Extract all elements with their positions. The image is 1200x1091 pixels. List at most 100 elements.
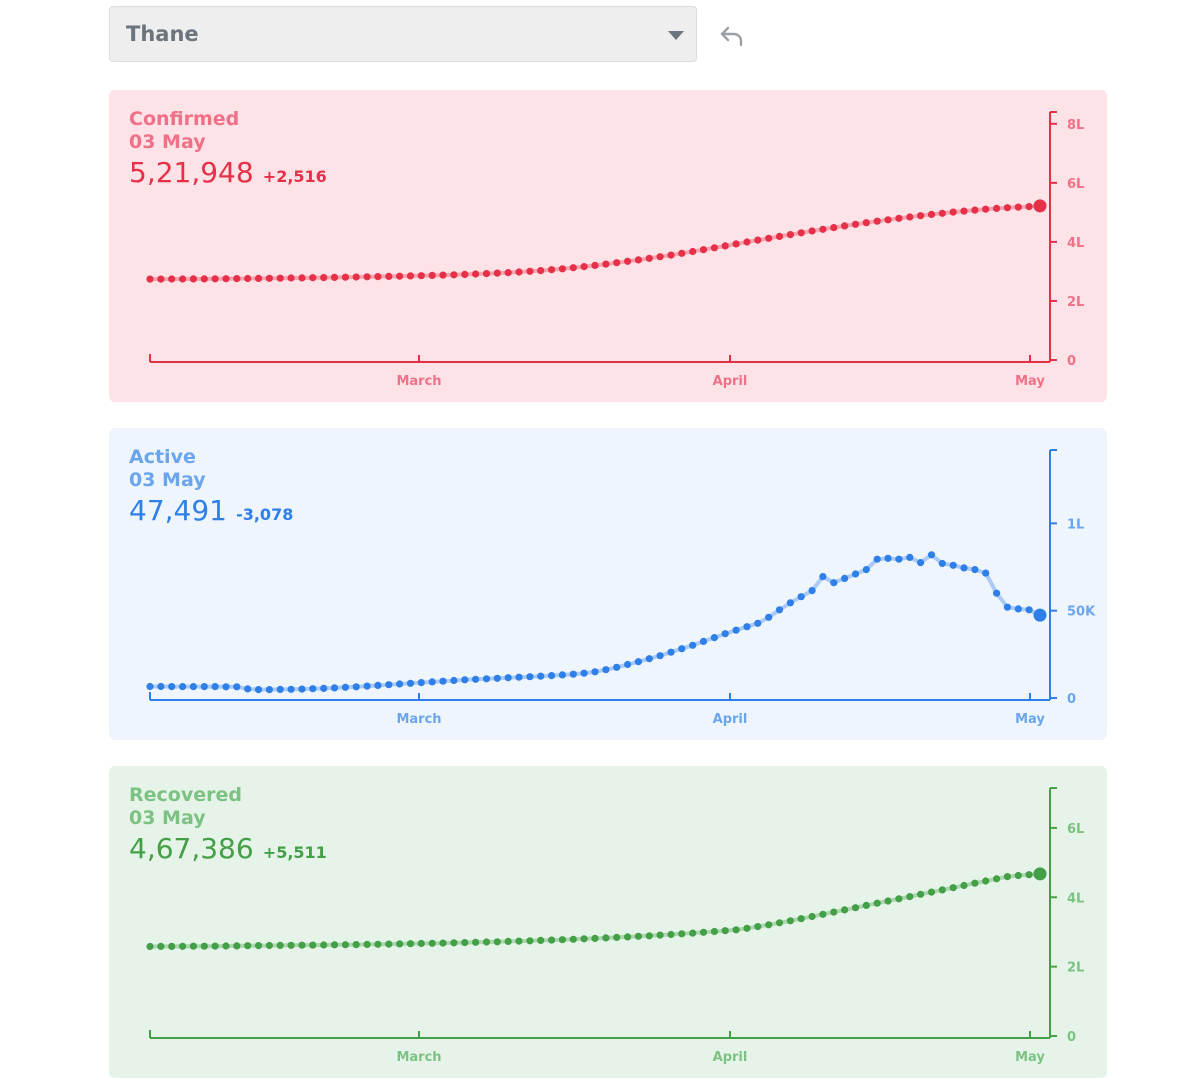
confirmed-data-point xyxy=(851,220,860,228)
recovered-data-point xyxy=(1025,871,1033,879)
confirmed-data-point xyxy=(200,275,208,283)
recovered-data-point xyxy=(374,940,382,948)
confirmed-data-point xyxy=(363,273,371,281)
active-x-tick-label: May xyxy=(1015,712,1045,727)
active-chart-card: March April May 0 50K 1L Active 03 May 47,491… xyxy=(109,428,1107,740)
recovered-data-point xyxy=(211,942,219,950)
undo-icon[interactable] xyxy=(716,20,748,52)
active-data-point xyxy=(515,673,523,681)
recovered-current-point[interactable] xyxy=(1033,867,1047,881)
recovered-data-point xyxy=(330,941,339,949)
recovered-data-point xyxy=(341,941,349,949)
recovered-data-point xyxy=(537,936,545,944)
active-data-point xyxy=(548,672,556,680)
recovered-data-point xyxy=(873,899,881,907)
active-chart[interactable]: March April May 0 50K 1L xyxy=(109,428,1107,740)
district-select[interactable]: Thane xyxy=(109,6,697,62)
recovered-data-point xyxy=(168,942,176,950)
active-data-point xyxy=(938,559,946,568)
recovered-data-point xyxy=(450,939,458,947)
confirmed-y-tick-label: 4L xyxy=(1067,236,1084,251)
recovered-data-point xyxy=(189,942,197,950)
confirmed-current-point[interactable] xyxy=(1033,199,1047,213)
active-data-point xyxy=(971,566,979,574)
active-data-point xyxy=(276,685,284,693)
recovered-data-point xyxy=(493,938,501,946)
active-data-point xyxy=(808,587,816,595)
confirmed-chart[interactable]: March April May 0 2L 4L 6L 8L xyxy=(109,90,1107,402)
confirmed-data-point xyxy=(1014,203,1022,211)
recovered-data-point xyxy=(851,904,860,912)
confirmed-data-point xyxy=(743,238,751,246)
active-data-point xyxy=(341,683,349,691)
active-data-point xyxy=(580,669,588,677)
active-data-point xyxy=(504,674,512,682)
recovered-data-point xyxy=(504,937,512,945)
active-data-point xyxy=(385,681,393,689)
active-data-point xyxy=(472,675,480,683)
active-data-point xyxy=(254,686,263,694)
active-current-point[interactable] xyxy=(1033,608,1047,622)
active-data-point xyxy=(830,579,838,587)
confirmed-y-tick-label: 0 xyxy=(1067,354,1076,369)
confirmed-data-point xyxy=(482,270,491,278)
confirmed-data-point xyxy=(710,244,719,252)
confirmed-y-tick-label: 8L xyxy=(1067,118,1084,133)
active-data-point xyxy=(1014,605,1022,613)
confirmed-data-point xyxy=(396,272,404,280)
recovered-label: Recovered xyxy=(129,784,242,806)
confirmed-data-point xyxy=(254,274,263,282)
recovered-data-point xyxy=(634,932,643,940)
confirmed-data-point xyxy=(895,214,903,222)
active-data-point xyxy=(352,683,360,691)
active-data-point xyxy=(244,685,252,693)
confirmed-data-point xyxy=(157,275,165,283)
recovered-chart[interactable]: March April May 0 2L 4L 6L xyxy=(109,766,1107,1078)
recovered-delta: +5,511 xyxy=(262,843,327,862)
recovered-data-point xyxy=(808,912,816,921)
active-data-point xyxy=(699,637,708,645)
recovered-y-tick-label: 4L xyxy=(1067,891,1084,906)
confirmed-data-point xyxy=(439,271,447,279)
confirmed-data-point xyxy=(927,210,936,218)
confirmed-data-point xyxy=(906,213,914,221)
confirmed-data-point xyxy=(515,268,523,276)
active-data-point xyxy=(884,554,892,562)
confirmed-data-point xyxy=(385,272,393,280)
recovered-data-point xyxy=(906,893,914,901)
confirmed-data-point xyxy=(179,275,187,283)
confirmed-data-point xyxy=(591,261,599,269)
confirmed-data-point xyxy=(613,259,621,267)
recovered-data-point xyxy=(287,941,295,949)
confirmed-data-point xyxy=(330,273,339,281)
confirmed-data-point xyxy=(526,267,534,275)
confirmed-data-point xyxy=(222,275,230,283)
recovered-data-point xyxy=(971,879,979,887)
active-data-point xyxy=(927,551,936,559)
recovered-data-point xyxy=(819,910,827,918)
confirmed-data-point xyxy=(960,207,968,215)
confirmed-data-point xyxy=(146,275,154,283)
active-data-point xyxy=(330,684,339,692)
confirmed-data-point xyxy=(461,270,469,278)
recovered-date: 03 May xyxy=(129,807,206,829)
active-data-point xyxy=(233,683,241,691)
recovered-data-point xyxy=(884,897,892,905)
confirmed-data-point xyxy=(558,265,566,273)
recovered-data-point xyxy=(949,884,957,892)
active-data-point xyxy=(1025,606,1033,614)
confirmed-data-point xyxy=(732,240,740,248)
confirmed-y-tick-label: 6L xyxy=(1067,177,1084,192)
recovered-data-point xyxy=(222,942,230,950)
active-data-point xyxy=(906,553,914,561)
recovered-data-point xyxy=(461,939,469,947)
confirmed-data-point xyxy=(993,204,1001,212)
recovered-data-point xyxy=(754,923,762,931)
active-data-point xyxy=(168,683,176,691)
confirmed-data-point xyxy=(168,275,176,283)
confirmed-data-point xyxy=(309,274,317,282)
active-data-point xyxy=(450,676,458,685)
recovered-data-point xyxy=(244,942,252,950)
active-data-point xyxy=(786,599,795,607)
confirmed-data-point xyxy=(797,229,805,237)
